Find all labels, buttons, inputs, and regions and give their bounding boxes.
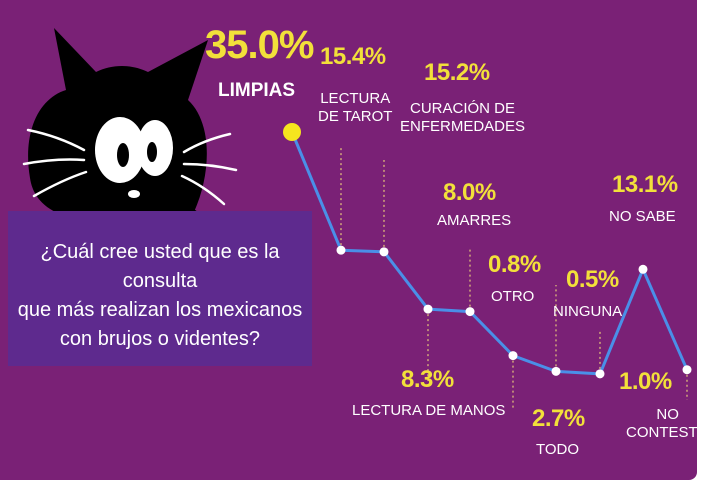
value-label-lectura-de-manos: 8.3% bbox=[401, 366, 454, 393]
value-label-curacion: 15.2% bbox=[424, 59, 490, 86]
question-line-1: ¿Cuál cree usted que es la consulta bbox=[40, 241, 280, 292]
value-label-otro: 0.8% bbox=[488, 251, 541, 278]
category-label-no-sabe: NO SABE bbox=[609, 208, 676, 225]
question-text: ¿Cuál cree usted que es la consulta que m… bbox=[8, 238, 312, 354]
data-points bbox=[283, 123, 692, 379]
category-line: DE TAROT bbox=[318, 108, 393, 125]
question-line-3: con brujos o videntes? bbox=[59, 328, 261, 350]
category-line: CURACIÓN DE bbox=[410, 100, 516, 117]
value-label-no-sabe: 13.1% bbox=[612, 171, 678, 198]
value-label-lectura-de-tarot: 15.4% bbox=[320, 43, 386, 70]
category-line: LECTURA bbox=[320, 90, 391, 107]
data-point-amarres bbox=[465, 307, 475, 317]
category-line: NO bbox=[656, 406, 679, 423]
value-label-todo: 2.7% bbox=[532, 405, 585, 432]
data-point-lectura-de-manos bbox=[423, 304, 433, 314]
value-label-amarres: 8.0% bbox=[443, 179, 496, 206]
data-point-ninguna bbox=[595, 369, 605, 379]
data-point-no-sabe bbox=[638, 264, 648, 274]
data-point-lectura-de-tarot bbox=[336, 245, 346, 255]
data-point-todo bbox=[508, 351, 518, 361]
category-label-curacion: CURACIÓN DE ENFERMEDADES bbox=[400, 100, 525, 136]
category-label-limpias: LIMPIAS bbox=[218, 80, 296, 101]
data-point-otro bbox=[551, 366, 561, 376]
category-label-ninguna: NINGUNA bbox=[553, 303, 623, 320]
category-line: ENFERMEDADES bbox=[400, 118, 526, 135]
data-point-no-contesto bbox=[682, 365, 692, 375]
category-label-no-contesto: NO CONTESTÓ bbox=[626, 406, 704, 442]
series-line bbox=[290, 131, 689, 376]
data-point-limpias bbox=[283, 123, 301, 141]
value-label-limpias: 35.0% bbox=[205, 23, 314, 67]
question-box bbox=[8, 211, 312, 366]
category-label-lectura-de-manos: LECTURA DE MANOS bbox=[352, 402, 506, 419]
category-line: CONTESTÓ bbox=[626, 424, 704, 441]
category-label-otro: OTRO bbox=[491, 288, 535, 305]
category-label-amarres: AMARRES bbox=[437, 212, 512, 229]
category-label-todo: TODO bbox=[536, 441, 580, 458]
data-point-curacion bbox=[379, 247, 389, 257]
value-label-no-contesto: 1.0% bbox=[619, 368, 672, 395]
category-label-lectura-de-tarot: LECTURA DE TAROT bbox=[318, 90, 392, 126]
value-label-ninguna: 0.5% bbox=[566, 266, 619, 293]
question-line-2: que más realizan los mexicanos bbox=[17, 299, 303, 321]
